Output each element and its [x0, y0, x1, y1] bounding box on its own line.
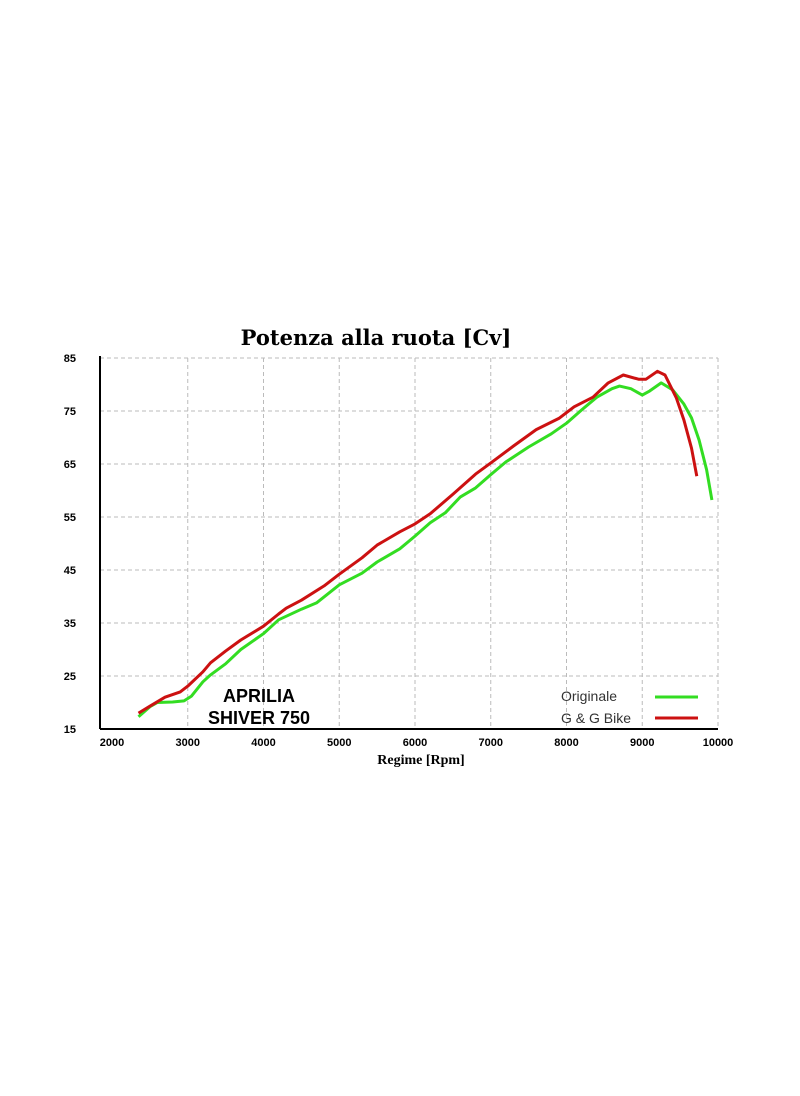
y-tick-label: 25	[64, 671, 76, 683]
grid	[100, 357, 719, 729]
x-tick-label: 5000	[327, 737, 351, 749]
x-tick-label: 10000	[703, 737, 734, 749]
y-tick-label: 35	[64, 618, 76, 630]
x-tick-label: 4000	[251, 737, 275, 749]
x-tick-label: 3000	[176, 737, 200, 749]
x-axis-label: Regime [Rpm]	[377, 753, 464, 768]
y-tick-labels: 15 25 35 45 55 65 75 85	[64, 353, 76, 736]
x-tick-labels: 2000 3000 4000 5000 6000 7000 8000 9000 10000	[100, 737, 734, 749]
x-tick-label: 8000	[554, 737, 578, 749]
x-tick-label: 7000	[479, 737, 503, 749]
x-tick-label: 2000	[100, 737, 124, 749]
series-group	[137, 369, 714, 718]
series-line-gg-bike	[137, 369, 699, 715]
chart-title: Potenza alla ruota [Cv]	[241, 325, 512, 350]
y-tick-label: 85	[64, 353, 76, 365]
y-tick-label: 45	[64, 565, 76, 577]
legend: Originale G & G Bike	[561, 688, 698, 726]
y-tick-label: 65	[64, 459, 76, 471]
x-tick-label: 6000	[403, 737, 427, 749]
y-tick-label: 55	[64, 512, 76, 524]
x-tick-label: 9000	[630, 737, 654, 749]
series-line-originale	[137, 381, 714, 718]
annotation-line-2: SHIVER 750	[208, 708, 310, 728]
legend-label-gg-bike: G & G Bike	[561, 710, 631, 726]
annotation-line-1: APRILIA	[223, 686, 295, 706]
legend-label-originale: Originale	[561, 688, 617, 704]
y-tick-label: 15	[64, 724, 76, 736]
y-tick-label: 75	[64, 406, 76, 418]
